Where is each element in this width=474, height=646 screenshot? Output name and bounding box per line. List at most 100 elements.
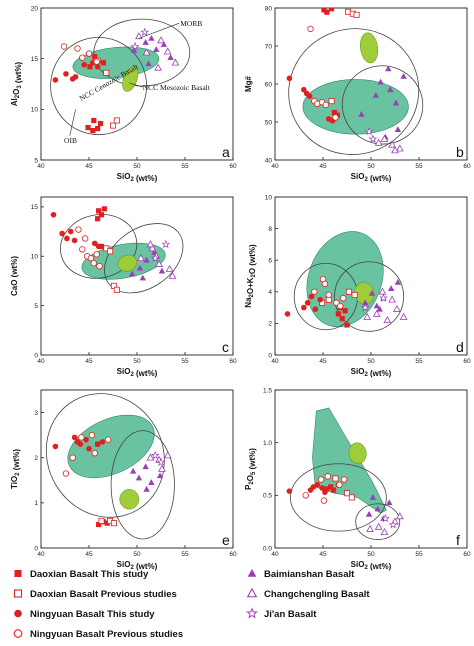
- point-a-s0-4: [100, 60, 106, 66]
- xlabel-c: SiO2 (wt%): [117, 367, 158, 378]
- point-d-s0-0: [335, 311, 341, 317]
- point-f-s0-0: [324, 486, 330, 492]
- point-c-s2-3: [67, 228, 74, 235]
- point-c-s2-6: [95, 243, 102, 250]
- point-c-s2-1: [59, 230, 65, 237]
- point-e-s0-3: [95, 441, 101, 447]
- legend-item-1: Daoxian Basalt Previous studies: [13, 589, 177, 600]
- point-c-s5-1: [148, 244, 157, 252]
- point-e-s6-1: [150, 450, 160, 460]
- field-lens-f-2: [348, 442, 367, 464]
- point-c-s1-3: [107, 248, 114, 255]
- annotation-a-0: MORB: [180, 19, 202, 28]
- point-b-s5-4: [391, 146, 399, 154]
- point-c-s2-4: [71, 237, 78, 244]
- point-d-s6-1: [360, 302, 370, 312]
- point-a-s0-2: [95, 125, 101, 132]
- point-e-s0-0: [96, 521, 102, 528]
- ytick-label-d-4: 8: [268, 226, 272, 233]
- ytick-label-a-3: 20: [31, 5, 39, 12]
- legend-marker-6: [246, 607, 258, 619]
- ytick-label-c-2: 10: [31, 254, 39, 261]
- point-a-s0-3: [97, 120, 104, 127]
- point-a-s5-0: [135, 32, 143, 40]
- point-f-s4-4: [369, 494, 377, 500]
- xlabel-b: SiO2 (wt%): [351, 172, 392, 183]
- point-f-s5-0: [366, 524, 374, 532]
- xtick-label-e-0: 40: [37, 551, 45, 558]
- legend-label-6: Ji'an Basalt: [264, 609, 317, 620]
- point-e-s5-0: [146, 453, 155, 461]
- point-e-s4-0: [129, 467, 137, 474]
- field-outline-b-1: [288, 28, 420, 155]
- point-b-s4-5: [400, 73, 407, 79]
- point-f-s1-1: [343, 490, 350, 497]
- point-b-s0-2: [329, 8, 335, 12]
- point-e-s4-4: [156, 472, 164, 479]
- point-f-s2-0: [286, 488, 293, 494]
- legend-label-3: Ningyuan Basalt Previous studies: [30, 629, 183, 640]
- point-a-s3-0: [60, 43, 68, 50]
- ylabel-f: P2O5 (wt%): [244, 448, 257, 490]
- legend-marker-4: [247, 568, 257, 577]
- field-green-e-0: [67, 414, 155, 479]
- ytick-label-c-1: 5: [34, 303, 38, 310]
- point-b-s4-3: [387, 86, 394, 93]
- point-c-s4-5: [139, 274, 146, 281]
- point-e-s3-2: [78, 434, 85, 441]
- point-a-s4-4: [167, 54, 174, 61]
- xtick-label-a-3: 55: [181, 163, 189, 170]
- point-b-s6-0: [368, 134, 378, 143]
- point-b-s2-3: [306, 93, 313, 99]
- ytick-label-e-0: 0: [34, 545, 38, 552]
- point-f-s3-1: [317, 476, 325, 483]
- legend-item-4: Baimianshan Basalt: [247, 568, 355, 580]
- ytick-label-b-2: 60: [265, 81, 273, 88]
- point-e-s4-2: [142, 463, 149, 470]
- point-c-s3-4: [90, 259, 97, 267]
- field-outline-e-2: [110, 430, 175, 540]
- point-a-s0-1: [90, 128, 96, 134]
- point-c-s3-5: [81, 235, 89, 242]
- point-d-s2-1: [301, 304, 307, 311]
- xtick-label-d-3: 55: [415, 358, 423, 365]
- xtick-label-b-1: 45: [319, 163, 327, 170]
- field-outline-a-2: [50, 36, 147, 136]
- ytick-label-f-2: 1.0: [263, 440, 272, 447]
- ytick-label-c-3: 15: [31, 204, 39, 211]
- xtick-label-c-2: 50: [133, 358, 141, 365]
- point-c-s2-0: [50, 211, 57, 218]
- point-e-s2-6: [99, 439, 106, 445]
- xtick-label-d-1: 45: [319, 358, 327, 365]
- plot-area-f: [274, 389, 468, 549]
- panel-letter-a: a: [222, 144, 230, 160]
- point-a-s5-4: [171, 58, 180, 66]
- ytick-label-d-1: 2: [268, 321, 272, 328]
- point-a-s2-0: [52, 77, 59, 83]
- point-d-s5-1: [372, 309, 381, 317]
- field-outline-c-2: [104, 223, 184, 294]
- point-f-s3-3: [336, 481, 343, 488]
- xtick-label-a-4: 60: [229, 163, 237, 170]
- point-b-s4-0: [358, 111, 365, 117]
- field-outline-f-1: [355, 503, 401, 540]
- point-b-s6-1: [364, 126, 374, 136]
- point-b-s3-5: [332, 114, 339, 121]
- point-d-s4-4: [387, 285, 395, 292]
- point-b-s4-4: [392, 99, 400, 106]
- point-e-s4-5: [143, 485, 150, 492]
- ytick-label-d-5: 10: [265, 194, 273, 201]
- point-b-s3-4: [322, 101, 330, 109]
- field-outline-e-1: [45, 393, 165, 518]
- point-f-s3-2: [324, 473, 331, 480]
- point-e-s3-3: [88, 431, 96, 439]
- ytick-label-c-0: 0: [34, 352, 38, 359]
- point-f-s4-1: [374, 505, 381, 512]
- point-d-s2-2: [304, 300, 311, 306]
- field-lens-e-3: [119, 489, 140, 510]
- point-b-s1-3: [328, 98, 335, 105]
- ylabel-c: CaO (wt%): [10, 256, 19, 296]
- ylabel-e: TiO2 (wt%): [10, 449, 21, 489]
- panel-f: 40 45 50 55 60 0.0 0.5 1.0 1.5 SiO2 (wt%) P2O5 (wt…: [244, 387, 471, 571]
